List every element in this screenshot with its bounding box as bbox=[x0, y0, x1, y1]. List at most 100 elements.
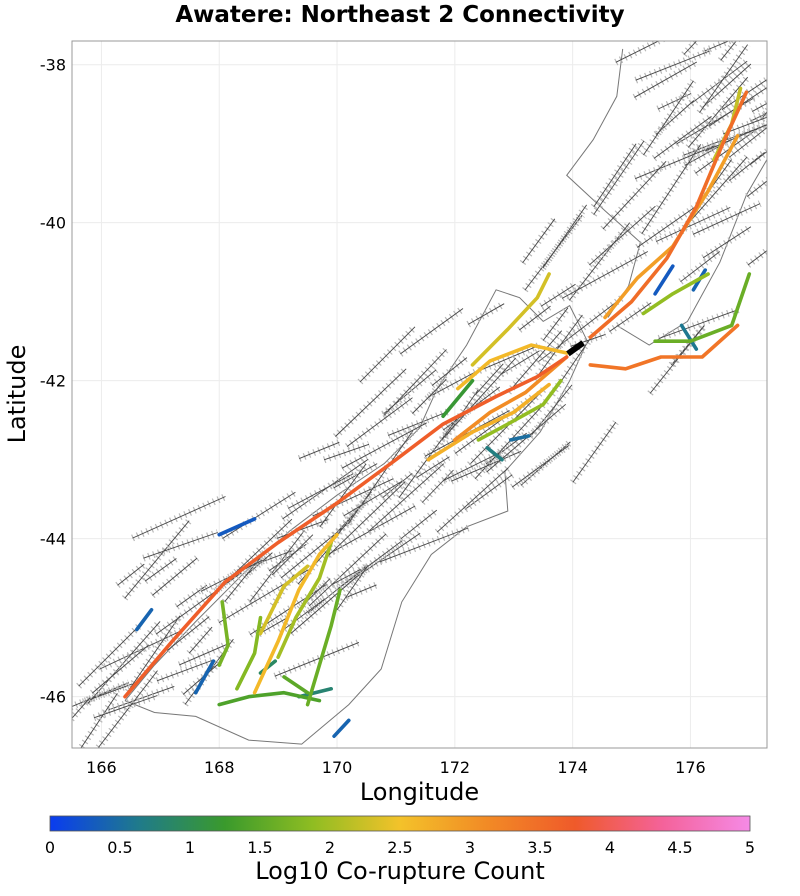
fault-trace bbox=[690, 60, 748, 105]
corupture-fault bbox=[123, 355, 569, 699]
fault-surface-trace bbox=[721, 0, 782, 25]
corupture-fault bbox=[135, 607, 154, 632]
colorbar-ticks: 0 0.5 1 1.5 2 2.5 3 3.5 4 4.5 5 bbox=[45, 838, 755, 857]
fault-trace bbox=[382, 472, 413, 499]
colorbar-tick-label: 3 bbox=[465, 838, 475, 857]
fault-trace bbox=[500, 350, 540, 375]
fault-trace bbox=[796, 0, 800, 48]
source-fault bbox=[566, 340, 585, 357]
fault-trace bbox=[143, 532, 218, 559]
fault-trace bbox=[464, 474, 513, 510]
fault-trace bbox=[99, 628, 185, 670]
x-axis-label: Longitude bbox=[359, 778, 480, 806]
fault-trace bbox=[87, 621, 161, 704]
fault-trace bbox=[245, 552, 273, 576]
y-tick-label: -46 bbox=[40, 688, 66, 707]
corupture-fault bbox=[258, 564, 310, 636]
corupture-fault bbox=[217, 517, 257, 537]
fault-trace bbox=[268, 543, 307, 572]
fault-trace bbox=[451, 450, 522, 482]
fault-trace bbox=[653, 116, 712, 159]
x-tick-label: 174 bbox=[557, 758, 588, 777]
fault-trace bbox=[511, 445, 570, 488]
fault-trace bbox=[80, 693, 118, 748]
fault-trace bbox=[721, 0, 782, 25]
fault-trace bbox=[179, 642, 230, 666]
fault-trace bbox=[258, 617, 288, 635]
fault-trace bbox=[615, 41, 660, 63]
fault-trace bbox=[442, 451, 501, 482]
fault-surface-trace bbox=[785, 0, 800, 19]
fault-trace bbox=[359, 326, 416, 383]
fault-trace bbox=[108, 685, 175, 711]
fault-trace bbox=[723, 116, 767, 135]
fault-trace bbox=[593, 140, 645, 215]
colorbar-tick-label: 4.5 bbox=[667, 838, 692, 857]
fault-trace bbox=[637, 202, 702, 248]
fault-trace bbox=[117, 563, 145, 586]
fault-trace bbox=[335, 368, 407, 437]
fault-trace bbox=[729, 151, 765, 181]
corupture-fault bbox=[653, 264, 675, 296]
corupture-fault bbox=[426, 382, 551, 462]
colorbar-tick-label: 5 bbox=[745, 838, 755, 857]
fault-trace bbox=[699, 44, 748, 113]
corupture-fault bbox=[452, 355, 569, 442]
colorbar-tick-label: 0 bbox=[45, 838, 55, 857]
fault-trace bbox=[92, 644, 150, 694]
fault-trace bbox=[561, 251, 649, 299]
fault-trace bbox=[176, 584, 208, 608]
colorbar-tick-label: 4 bbox=[605, 838, 615, 857]
corupture-fault bbox=[653, 272, 752, 344]
fault-trace bbox=[747, 250, 767, 266]
plot-frame bbox=[71, 40, 768, 749]
fault-trace bbox=[635, 145, 716, 180]
fault-trace bbox=[431, 357, 468, 386]
fault-trace bbox=[705, 124, 767, 152]
fault-trace bbox=[279, 598, 326, 633]
x-tick-label: 168 bbox=[204, 758, 235, 777]
fault-trace bbox=[534, 314, 583, 380]
corupture-fault bbox=[332, 718, 351, 739]
y-tick-label: -42 bbox=[40, 372, 66, 391]
chart-title: Awatere: Northeast 2 Connectivity bbox=[175, 2, 625, 28]
fault-trace bbox=[155, 572, 242, 635]
fault-trace bbox=[167, 616, 210, 651]
corupture-fault bbox=[508, 434, 531, 442]
corupture-fault bbox=[641, 272, 710, 316]
fault-trace bbox=[702, 226, 752, 259]
fault-trace bbox=[704, 41, 730, 52]
fault-trace bbox=[299, 441, 340, 460]
fault-trace bbox=[475, 363, 504, 396]
fault-trace bbox=[656, 206, 731, 242]
corupture-fault bbox=[470, 272, 551, 367]
corupture-fault bbox=[276, 540, 334, 660]
fault-trace bbox=[728, 127, 767, 158]
fault-trace bbox=[751, 102, 767, 112]
fault-trace bbox=[635, 50, 710, 81]
fault-trace bbox=[72, 682, 129, 708]
fault-trace bbox=[343, 480, 403, 517]
corupture-fault bbox=[679, 323, 699, 351]
corupture-fault bbox=[235, 615, 263, 691]
fault-trace bbox=[441, 357, 517, 441]
fault-trace bbox=[331, 569, 361, 586]
fault-trace bbox=[692, 203, 761, 235]
fault-trace bbox=[540, 283, 576, 307]
fault-trace bbox=[341, 422, 427, 469]
y-tick-label: -38 bbox=[40, 56, 66, 75]
fault-trace bbox=[508, 330, 563, 393]
colorbar-tick-label: 1.5 bbox=[247, 838, 272, 857]
corupture-fault bbox=[588, 323, 740, 371]
coastline bbox=[566, 48, 641, 318]
fault-trace bbox=[649, 325, 705, 394]
fault-trace bbox=[274, 641, 360, 677]
fault-surface-trace bbox=[796, 0, 800, 48]
fault-trace bbox=[785, 0, 800, 19]
fault-trace bbox=[750, 112, 767, 122]
fault-trace bbox=[290, 575, 358, 634]
fault-surface-trace bbox=[785, 83, 800, 101]
fault-trace bbox=[333, 463, 378, 489]
fault-trace bbox=[602, 160, 667, 230]
